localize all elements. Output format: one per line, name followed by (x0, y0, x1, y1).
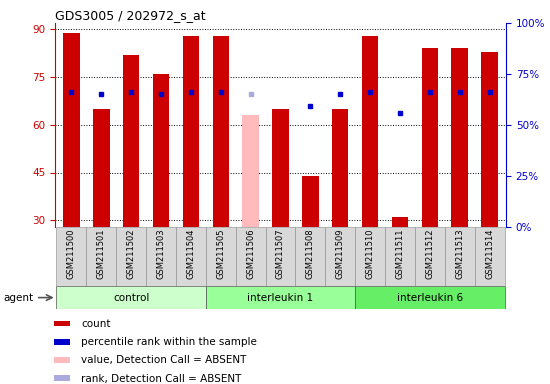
Text: GSM211500: GSM211500 (67, 228, 76, 279)
Text: interleukin 1: interleukin 1 (248, 293, 314, 303)
Bar (146, 227, 176, 286)
Bar (54, 357, 70, 363)
Text: GSM211503: GSM211503 (157, 228, 166, 279)
Text: GSM211502: GSM211502 (126, 228, 136, 279)
Bar (153, 74, 169, 227)
Text: GSM211514: GSM211514 (485, 228, 494, 279)
Bar (63, 33, 80, 227)
Bar (332, 109, 349, 227)
Bar (116, 227, 146, 286)
Bar (86, 227, 116, 286)
Bar (183, 36, 199, 227)
Text: agent: agent (3, 293, 33, 303)
Bar (206, 227, 236, 286)
Bar (54, 321, 70, 326)
Text: GSM211512: GSM211512 (425, 228, 435, 279)
Bar (206, 286, 355, 309)
Bar (57, 227, 86, 286)
Text: rank, Detection Call = ABSENT: rank, Detection Call = ABSENT (81, 374, 241, 384)
Bar (302, 176, 318, 227)
Bar (362, 36, 378, 227)
Bar (57, 286, 206, 309)
Bar (266, 227, 295, 286)
Text: GDS3005 / 202972_s_at: GDS3005 / 202972_s_at (55, 9, 206, 22)
Bar (445, 227, 475, 286)
Text: GSM211507: GSM211507 (276, 228, 285, 279)
Text: percentile rank within the sample: percentile rank within the sample (81, 337, 257, 347)
Bar (481, 52, 498, 227)
Bar (54, 376, 70, 381)
Text: GSM211506: GSM211506 (246, 228, 255, 279)
Bar (392, 217, 408, 227)
Bar (415, 227, 445, 286)
Bar (212, 36, 229, 227)
Text: control: control (113, 293, 150, 303)
Bar (475, 227, 504, 286)
Bar (93, 109, 109, 227)
Text: GSM211505: GSM211505 (216, 228, 225, 279)
Bar (295, 227, 325, 286)
Text: GSM211511: GSM211511 (395, 228, 404, 279)
Text: GSM211510: GSM211510 (366, 228, 375, 279)
Bar (176, 227, 206, 286)
Text: GSM211501: GSM211501 (97, 228, 106, 279)
Bar (236, 227, 266, 286)
Text: value, Detection Call = ABSENT: value, Detection Call = ABSENT (81, 355, 246, 365)
Bar (272, 109, 289, 227)
Text: GSM211513: GSM211513 (455, 228, 464, 279)
Bar (355, 227, 385, 286)
Text: GSM211508: GSM211508 (306, 228, 315, 279)
Text: GSM211504: GSM211504 (186, 228, 195, 279)
Text: count: count (81, 319, 111, 329)
Text: GSM211509: GSM211509 (336, 228, 345, 279)
Bar (422, 48, 438, 227)
Bar (123, 55, 139, 227)
Bar (54, 339, 70, 344)
Bar (452, 48, 468, 227)
Bar (355, 286, 504, 309)
Text: interleukin 6: interleukin 6 (397, 293, 463, 303)
Bar (325, 227, 355, 286)
Bar (385, 227, 415, 286)
Bar (243, 115, 259, 227)
